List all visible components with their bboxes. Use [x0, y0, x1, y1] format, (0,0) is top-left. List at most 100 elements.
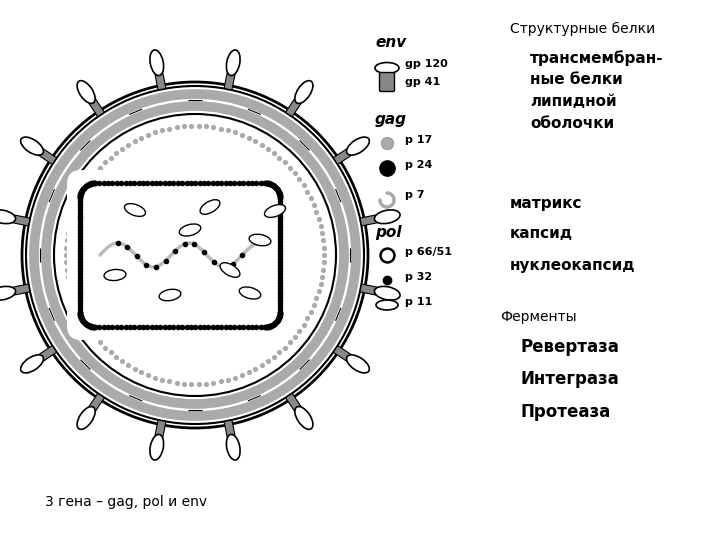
Point	[274, 211, 286, 220]
Point	[79, 319, 91, 328]
Point	[71, 200, 82, 209]
Point	[246, 323, 258, 332]
Point	[271, 318, 282, 326]
Point	[75, 191, 86, 199]
Point	[262, 179, 274, 187]
Point	[318, 258, 330, 267]
Point	[260, 179, 271, 187]
Point	[274, 197, 286, 205]
Point	[163, 377, 175, 386]
Text: трансмембран-: трансмембран-	[530, 50, 664, 66]
Point	[74, 309, 86, 318]
Point	[266, 181, 278, 190]
Point	[122, 140, 134, 149]
Point	[264, 322, 276, 330]
Point	[272, 315, 284, 324]
Point	[274, 308, 286, 317]
Ellipse shape	[21, 137, 43, 155]
Point	[274, 240, 286, 249]
Point	[74, 191, 86, 200]
Point	[268, 181, 279, 190]
Text: p 66/51: p 66/51	[405, 247, 452, 257]
Point	[186, 122, 197, 130]
Point	[84, 321, 95, 330]
Point	[74, 220, 86, 228]
FancyBboxPatch shape	[379, 72, 395, 91]
Ellipse shape	[21, 355, 43, 373]
Point	[274, 188, 285, 197]
Point	[171, 379, 182, 387]
Point	[207, 123, 219, 132]
Point	[259, 323, 271, 332]
Point	[316, 273, 328, 281]
Point	[78, 184, 89, 193]
Point	[274, 255, 286, 264]
Point	[318, 236, 329, 245]
Ellipse shape	[249, 234, 271, 246]
Polygon shape	[49, 189, 55, 202]
Point	[76, 186, 88, 195]
Point	[298, 181, 310, 190]
Point	[274, 238, 286, 246]
Point	[60, 258, 72, 267]
Ellipse shape	[0, 210, 16, 224]
Polygon shape	[248, 395, 261, 401]
Point	[155, 179, 166, 187]
Point	[129, 365, 140, 374]
Point	[74, 296, 86, 305]
Point	[305, 194, 317, 202]
Point	[74, 197, 86, 205]
Point	[274, 234, 286, 243]
Point	[74, 293, 86, 302]
Point	[76, 188, 87, 197]
Point	[315, 221, 326, 230]
Point	[76, 186, 88, 194]
Point	[107, 323, 118, 332]
Point	[311, 207, 323, 216]
Point	[74, 208, 86, 217]
Ellipse shape	[375, 63, 399, 73]
Ellipse shape	[226, 434, 240, 460]
Point	[135, 133, 147, 142]
Point	[155, 323, 166, 332]
Point	[274, 192, 286, 201]
Point	[193, 380, 204, 388]
Point	[78, 183, 90, 192]
Point	[305, 308, 317, 316]
Polygon shape	[333, 346, 351, 361]
Point	[274, 191, 285, 199]
Point	[74, 194, 86, 202]
Point	[94, 338, 106, 347]
Point	[266, 321, 278, 329]
Point	[268, 320, 279, 329]
Ellipse shape	[295, 407, 313, 429]
Point	[80, 320, 91, 328]
Point	[274, 194, 286, 202]
Point	[266, 180, 277, 189]
Point	[74, 264, 86, 273]
Point	[271, 316, 283, 325]
Point	[179, 379, 190, 388]
Point	[117, 144, 128, 153]
Ellipse shape	[374, 286, 400, 300]
Point	[263, 322, 274, 331]
Ellipse shape	[22, 82, 368, 428]
Polygon shape	[89, 99, 104, 117]
Text: gp 41: gp 41	[405, 77, 440, 87]
Point	[308, 200, 320, 209]
Point	[61, 236, 73, 245]
Point	[274, 279, 286, 287]
Point	[143, 371, 154, 380]
Point	[87, 179, 99, 187]
Point	[274, 308, 286, 316]
Point	[279, 158, 291, 167]
Point	[124, 323, 135, 332]
Text: ные белки: ные белки	[530, 72, 623, 87]
Point	[274, 309, 286, 318]
Point	[74, 302, 86, 310]
Point	[233, 179, 245, 187]
Point	[284, 338, 296, 347]
Point	[260, 323, 271, 332]
Point	[229, 373, 240, 382]
Polygon shape	[81, 360, 90, 369]
